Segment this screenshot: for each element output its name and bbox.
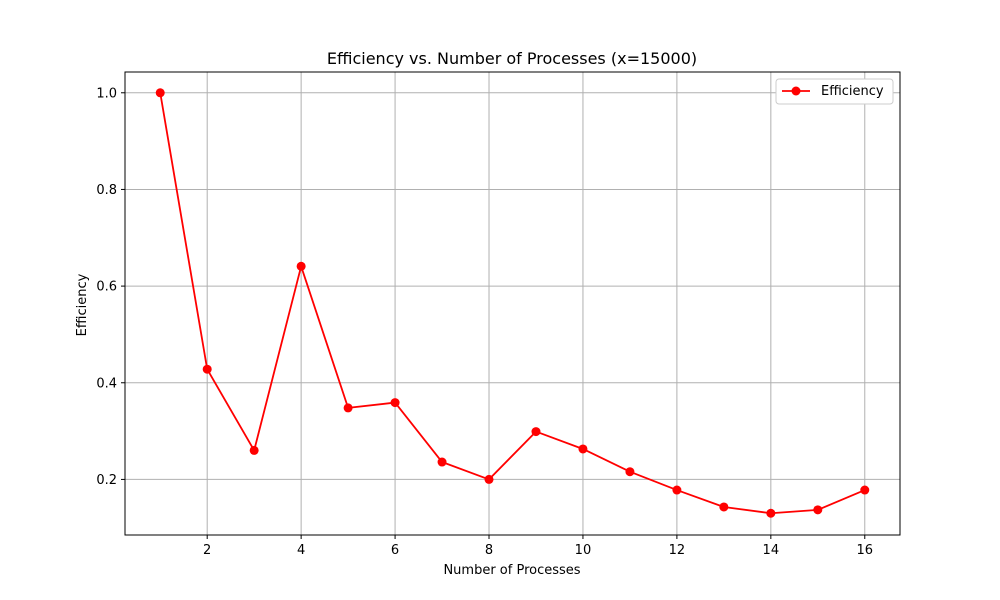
data-point	[203, 365, 212, 374]
data-point	[813, 505, 822, 514]
x-tick-label: 4	[297, 543, 305, 558]
x-tick-label: 16	[856, 543, 873, 558]
data-point	[391, 398, 400, 407]
x-tick-label: 14	[763, 543, 780, 558]
legend: Efficiency	[776, 79, 893, 104]
x-tick-label: 2	[203, 543, 211, 558]
data-point	[344, 403, 353, 412]
legend-label: Efficiency	[821, 84, 884, 99]
y-tick-label: 0.2	[96, 473, 117, 488]
data-point	[297, 262, 306, 271]
legend-marker-sample	[792, 87, 801, 96]
y-tick-label: 1.0	[96, 86, 117, 101]
data-point	[156, 88, 165, 97]
data-point	[860, 486, 869, 495]
y-tick-label: 0.4	[96, 376, 117, 391]
data-point	[766, 509, 775, 518]
data-point	[672, 486, 681, 495]
data-point	[438, 458, 447, 467]
y-axis-title: Efficiency	[75, 273, 90, 336]
y-tick-label: 0.6	[96, 280, 117, 295]
data-point	[250, 446, 259, 455]
data-point	[531, 427, 540, 436]
x-tick-label: 10	[575, 543, 592, 558]
data-point	[625, 467, 634, 476]
data-point	[719, 502, 728, 511]
data-point	[485, 475, 494, 484]
x-tick-label: 12	[669, 543, 686, 558]
chart-title: Efficiency vs. Number of Processes (x=15…	[327, 49, 697, 68]
y-tick-label: 0.8	[96, 183, 117, 198]
x-tick-label: 8	[485, 543, 493, 558]
x-axis-title: Number of Processes	[443, 563, 580, 578]
data-point	[578, 444, 587, 453]
x-tick-label: 6	[391, 543, 399, 558]
